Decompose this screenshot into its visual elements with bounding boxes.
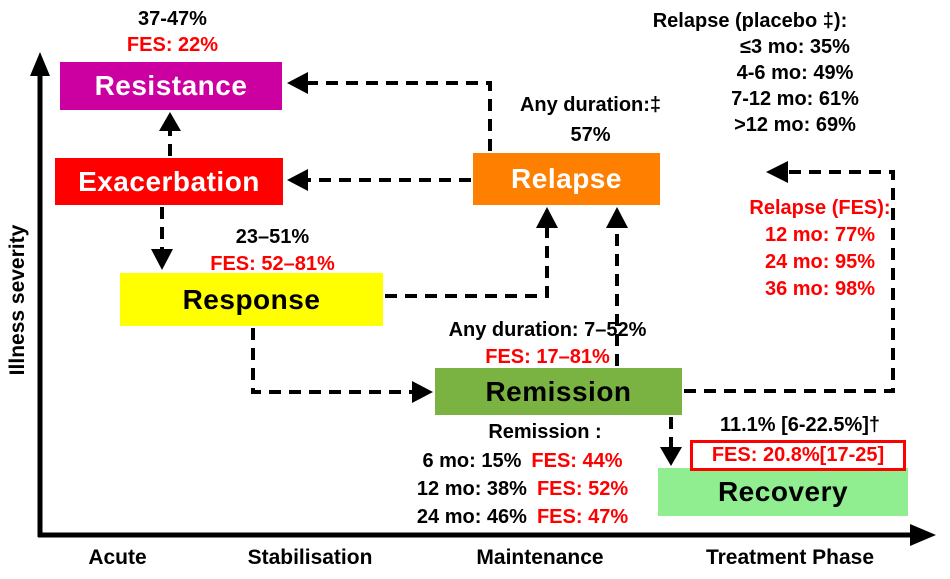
remission-any-duration: Any duration: 7–52% FES: 17–81% — [410, 317, 685, 371]
remission-any-duration-rate: Any duration: 7–52% — [448, 319, 647, 341]
resistance-fes: FES: 22% — [126, 34, 219, 56]
arrow-relapse-to-resistance — [287, 72, 492, 151]
remission-24mo-fes: FES: 47% — [536, 506, 629, 528]
remission-12mo-rate: 12 mo: 38% — [416, 478, 527, 500]
resistance-box: Resistance — [60, 62, 282, 110]
response-rate: 23–51% — [235, 226, 310, 248]
x-axis — [38, 524, 936, 546]
relapse-fes-item-2: 24 mo: 95% — [764, 251, 876, 273]
relapse-box: Relapse — [473, 153, 660, 205]
remission-row-24mo: 24 mo: 46% FES: 47% — [365, 503, 680, 531]
recovery-label: Recovery — [717, 476, 849, 507]
resistance-label: Resistance — [94, 70, 248, 101]
arrow-response-to-remission — [251, 328, 433, 403]
recovery-fes-box: FES: 20.8%[17-25] — [690, 440, 906, 471]
x-label-acute: Acute — [88, 546, 147, 569]
relapse-fes-item-3: 36 mo: 98% — [764, 278, 876, 300]
x-axis-arrowhead — [910, 524, 936, 546]
relapse-placebo-list: ≤3 mo: 35% 4-6 mo: 49% 7-12 mo: 61% >12 … — [655, 34, 935, 138]
relapse-label: Relapse — [511, 163, 622, 194]
placebo-item-3: 7-12 mo: 61% — [731, 88, 859, 110]
placebo-item-2: 4-6 mo: 49% — [736, 62, 854, 84]
resistance-rate: 37-47% — [138, 8, 207, 30]
remission-stats-rows: 6 mo: 15% FES: 44% 12 mo: 38% FES: 52% 2… — [365, 447, 680, 531]
response-stats: 23–51% FES: 52–81% — [185, 224, 360, 278]
arrow-remission-to-recovery — [660, 417, 682, 466]
remission-12mo-fes: FES: 52% — [536, 478, 629, 500]
resistance-stats: 37-47% FES: 22% — [90, 6, 255, 58]
placebo-item-4: >12 mo: 69% — [734, 114, 856, 136]
arrow-remission-to-relapse — [606, 207, 628, 366]
remission-any-duration-fes: FES: 17–81% — [485, 346, 610, 368]
remission-row-12mo: 12 mo: 38% FES: 52% — [365, 475, 680, 503]
arrow-exacerbation-to-resistance — [159, 112, 181, 156]
relapse-fes-item-1: 12 mo: 77% — [764, 224, 876, 246]
response-label: Response — [182, 283, 321, 315]
y-axis — [30, 52, 50, 537]
relapse-fes-stats: Relapse (FES): 12 mo: 77% 24 mo: 95% 36 … — [690, 195, 950, 303]
arrow-remission-right-to-relapse — [684, 161, 895, 393]
response-box: Response — [120, 273, 383, 326]
relapse-any-duration-line2: 57% — [570, 124, 611, 146]
y-axis-arrowhead — [30, 52, 50, 76]
recovery-fes: FES: 20.8%[17-25] — [711, 444, 885, 466]
remission-row-6mo: 6 mo: 15% FES: 44% — [365, 447, 680, 475]
arrow-relapse-to-exacerbation — [287, 169, 471, 191]
x-label-treatment-phase: Treatment Phase — [705, 546, 875, 569]
remission-stats-title: Remission : — [488, 421, 602, 443]
y-axis-label: Illness severity — [6, 224, 29, 376]
relapse-any-duration: Any duration:‡ 57% — [498, 90, 683, 150]
x-label-stabilisation: Stabilisation — [247, 546, 373, 569]
recovery-rate: 11.1% [6-22.5%]† — [719, 414, 881, 436]
x-label-maintenance: Maintenance — [476, 546, 604, 569]
remission-6mo-fes: FES: 44% — [531, 450, 623, 472]
remission-box: Remission — [435, 368, 682, 415]
arrow-response-to-relapse — [385, 207, 558, 298]
remission-24mo-rate: 24 mo: 46% — [416, 506, 527, 528]
remission-6mo-rate: 6 mo: 15% — [422, 450, 522, 472]
exacerbation-label: Exacerbation — [78, 165, 260, 197]
remission-label: Remission — [485, 375, 632, 407]
recovery-box: Recovery — [658, 468, 908, 516]
relapse-any-duration-line1: Any duration:‡ — [519, 94, 662, 116]
exacerbation-box: Exacerbation — [55, 158, 283, 205]
relapse-placebo-title: Relapse (placebo ‡): — [652, 10, 848, 32]
response-fes: FES: 52–81% — [210, 253, 335, 275]
arrow-exacerbation-to-response — [151, 207, 173, 270]
placebo-item-1: ≤3 mo: 35% — [740, 36, 850, 58]
relapse-fes-title: Relapse (FES): — [749, 197, 891, 219]
